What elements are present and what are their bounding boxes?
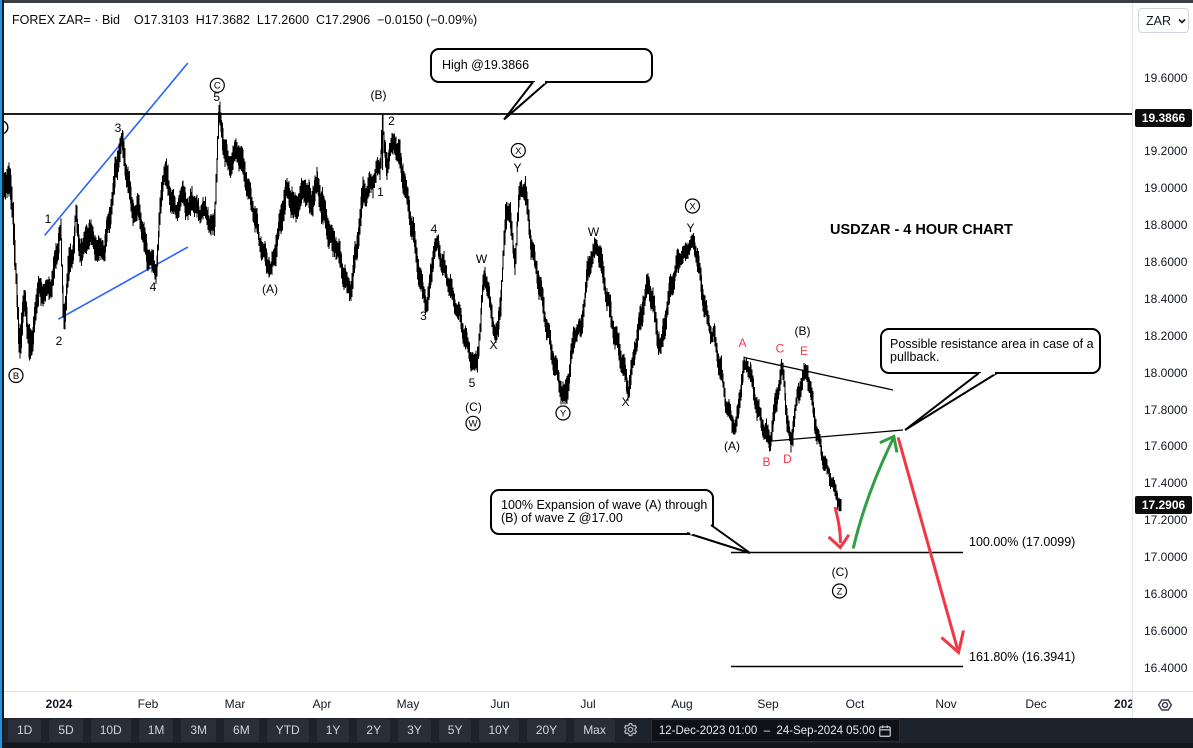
svg-text:Y: Y (560, 408, 567, 419)
svg-text:(A): (A) (724, 439, 740, 453)
svg-text:W: W (469, 419, 478, 430)
svg-text:C: C (214, 81, 221, 92)
svg-text:100.00% (17.0099): 100.00% (17.0099) (969, 535, 1075, 549)
svg-text:pullback.: pullback. (890, 350, 939, 364)
svg-text:X: X (515, 146, 522, 157)
svg-text:100% Expansion of wave (A) thr: 100% Expansion of wave (A) through (501, 498, 707, 512)
svg-text:3: 3 (115, 121, 122, 135)
svg-text:(A): (A) (262, 282, 278, 296)
svg-text:W: W (588, 225, 600, 239)
svg-text:Y: Y (686, 221, 694, 235)
svg-text:(B) of wave Z @17.00: (B) of wave Z @17.00 (501, 511, 623, 525)
svg-text:(B): (B) (371, 88, 387, 102)
svg-text:X: X (689, 201, 696, 212)
svg-text:1: 1 (377, 185, 384, 199)
svg-text:A: A (738, 336, 746, 350)
svg-text:Y: Y (513, 161, 521, 175)
svg-text:C: C (776, 342, 785, 356)
svg-text:3: 3 (420, 309, 427, 323)
svg-text:B: B (13, 371, 19, 382)
svg-text:161.80% (16.3941): 161.80% (16.3941) (969, 650, 1075, 664)
svg-text:(B): (B) (795, 324, 811, 338)
svg-text:X: X (621, 395, 629, 409)
svg-text:1: 1 (45, 212, 52, 226)
svg-text:(C): (C) (465, 400, 482, 414)
svg-text:Possible resistance area in ca: Possible resistance area in case of a (890, 337, 1094, 351)
svg-text:W: W (476, 252, 488, 266)
svg-text:Z: Z (837, 586, 843, 597)
svg-text:4: 4 (431, 222, 438, 236)
svg-text:E: E (800, 344, 808, 358)
svg-text:5: 5 (469, 376, 476, 390)
svg-text:USDZAR - 4 HOUR CHART: USDZAR - 4 HOUR CHART (830, 222, 1013, 238)
svg-text:(C): (C) (832, 565, 849, 579)
svg-text:4: 4 (150, 280, 157, 294)
svg-text:2: 2 (388, 114, 395, 128)
svg-text:5: 5 (213, 90, 220, 104)
svg-text:High @19.3866: High @19.3866 (442, 58, 529, 72)
svg-text:B: B (762, 455, 770, 469)
svg-text:2: 2 (56, 334, 63, 348)
svg-text:D: D (783, 452, 792, 466)
svg-text:X: X (489, 338, 497, 352)
